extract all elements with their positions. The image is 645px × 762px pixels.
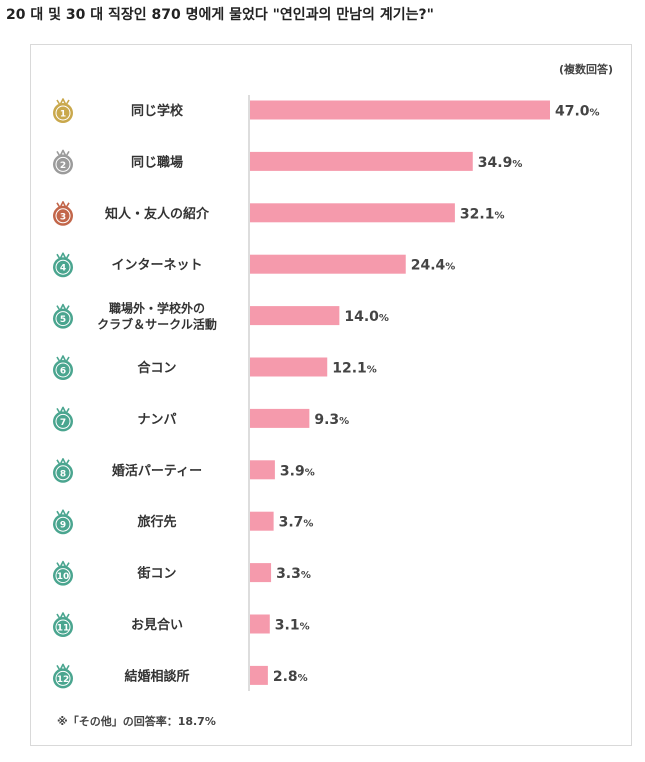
category-label: インターネット [111,258,202,273]
bar [250,511,274,531]
category-label: 知人・友人の紹介 [105,206,210,222]
medal-crown [56,663,70,672]
rank-medal-icon: 11 [53,612,73,637]
medal-crown [56,201,70,209]
rank-medal-icon: 12 [53,663,73,689]
rank-medal-icon: 5 [53,303,73,329]
rank-medal-icon: 2 [53,149,73,175]
medal-ring [55,105,71,121]
category-label: お見合い [131,617,183,633]
medal-crown [56,458,70,466]
rank-medal-icon: 1 [53,98,73,123]
category-label: 合コン [137,360,176,376]
value-label: 3.9% [280,463,315,479]
bar [250,357,328,377]
value-label: 3.1% [275,618,310,634]
medal-rank-number: 11 [57,624,70,634]
bar [250,254,406,274]
medal-rank-number: 8 [60,469,66,479]
medal-crown [56,252,70,260]
rank-medal-icon: 7 [53,406,73,432]
medal-rank-number: 4 [60,264,66,274]
rank-medal-icon: 10 [53,560,73,586]
value-label: 34.9% [478,155,523,171]
multiple-answer-note: (複数回答) [558,63,613,76]
rank-medal-icon: 8 [53,458,73,483]
category-label: 同じ学校 [131,103,184,119]
bar [250,203,455,223]
bar [250,665,268,685]
medal-ring [55,259,71,275]
medal-ring [55,156,71,172]
chart-frame: (複数回答) 1 同じ学校 47.0% 2 同じ職場 34.9% 3 知人・友人の紹介 32.1… [30,44,632,746]
bar [250,408,310,428]
category-label: 婚活パーティー [112,463,202,479]
medal-rank-number: 3 [60,212,66,222]
value-label: 3.7% [279,515,314,531]
value-label: 9.3% [314,412,349,428]
medal-rank-number: 5 [60,315,66,325]
category-label: クラブ＆サークル活動 [97,317,217,332]
value-label: 14.0% [344,309,389,325]
other-answer-footnote: ※「その他」の回答率：18.7% [57,715,216,728]
medal-ring [55,619,71,635]
medal-ring [55,311,71,327]
medal-ring [55,413,71,429]
medal-ring [55,208,71,224]
medal-ring [55,362,71,378]
value-label: 24.4% [411,258,456,274]
medal-ring [55,465,71,481]
category-label: 結婚相談所 [124,668,189,684]
bar [250,100,550,120]
medal-ring [55,516,71,532]
medal-crown [56,560,70,569]
value-label: 12.1% [332,361,377,377]
category-label: 同じ職場 [131,154,183,170]
value-label: 3.3% [276,566,311,582]
category-label: 職場外・学校外の [109,301,205,316]
bar [250,563,272,583]
bar [250,460,275,480]
rank-medal-icon: 4 [53,252,73,278]
medal-crown [56,612,70,620]
bar [250,614,270,634]
value-label: 47.0% [555,104,600,120]
medal-ring [55,568,71,584]
page-title: 20 대 및 30 대 직장인 870 명에게 물었다 "연인과의 만남의 계기… [6,7,434,23]
medal-rank-number: 7 [60,418,66,428]
medal-rank-number: 10 [57,572,70,582]
rank-medal-icon: 6 [53,355,73,380]
medal-crown [56,98,70,106]
bar [250,151,473,171]
bar [250,306,340,326]
category-label: 街コン [136,566,176,582]
medal-rank-number: 6 [60,367,66,377]
rank-medal-icon: 3 [53,201,73,226]
rank-medal-icon: 9 [53,509,73,535]
medal-rank-number: 9 [60,521,66,531]
value-label: 32.1% [460,206,505,222]
medal-rank-number: 12 [57,675,70,685]
medal-crown [56,406,70,415]
category-label: ナンパ [137,412,176,427]
medal-rank-number: 1 [60,110,66,120]
medal-crown [56,303,70,312]
category-label: 旅行先 [137,514,176,530]
medal-rank-number: 2 [60,161,66,171]
medal-crown [56,149,70,158]
medal-ring [55,670,71,686]
value-label: 2.8% [273,669,308,685]
medal-crown [56,355,70,363]
bar-chart: 1 同じ学校 47.0% 2 同じ職場 34.9% 3 知人・友人の紹介 32.1% 4 インターネ… [53,95,600,691]
medal-crown [56,509,70,517]
